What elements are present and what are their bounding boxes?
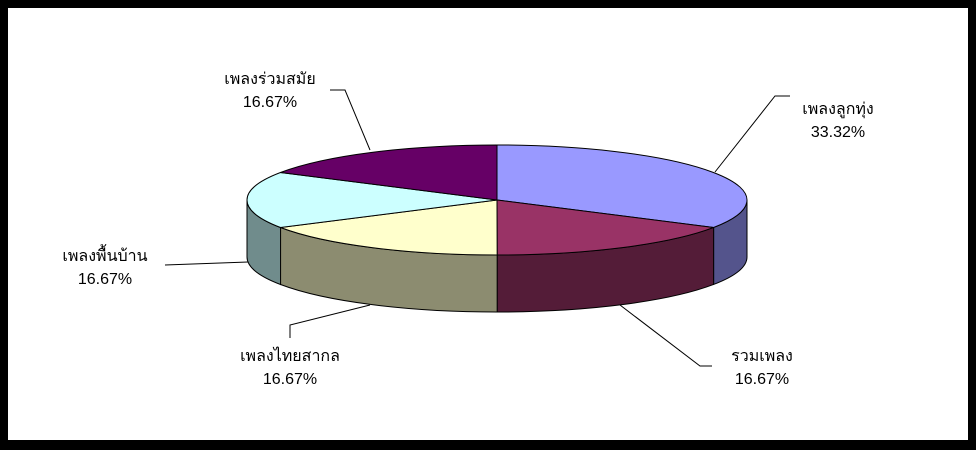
slice-label: เพลงไทยสากล [240,346,340,365]
leader-line [714,95,790,173]
leader-line [619,304,712,367]
slice-value-label: 33.32% [811,124,865,141]
slice-label: เพลงร่วมสมัย [224,71,315,88]
slice-value-label: 16.67% [263,371,317,388]
leader-line [164,261,249,266]
leader-line [289,304,371,338]
slice-value-label: 16.67% [735,371,789,388]
slice-label: เพลงพื้นบ้าน [62,244,147,265]
slice-value-label: 16.67% [78,271,132,288]
slice [496,199,714,256]
slice [280,144,498,201]
chart: เพลงลูกทุ่ง 33.32% รวมเพลง 16.67% เพลงไทยสาก… [62,71,873,388]
slice [496,144,748,228]
slice-label: เพลงลูกทุ่ง [802,101,873,119]
slice-value-label: 16.67% [243,94,297,111]
slice [246,171,498,229]
leader-line [330,89,371,151]
slice-label: รวมเพลง [731,348,793,365]
slice [280,199,498,256]
